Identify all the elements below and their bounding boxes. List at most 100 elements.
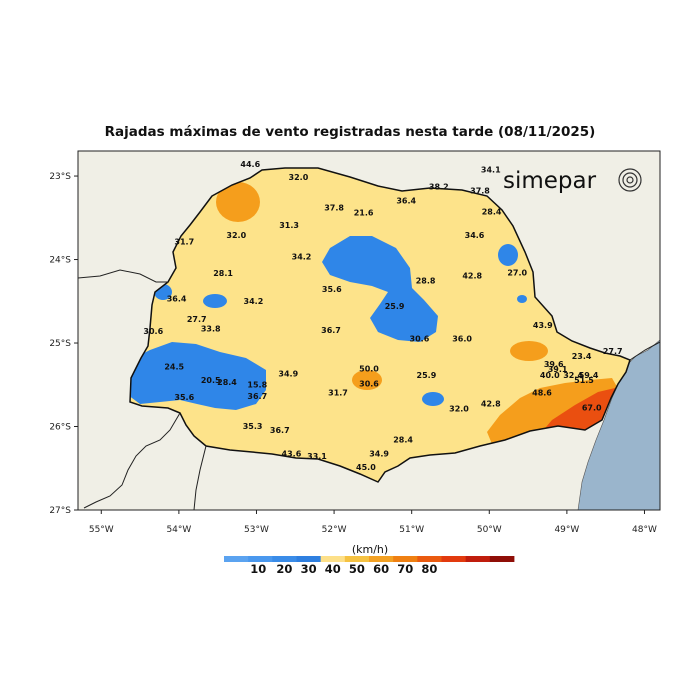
station-value-52: 35.3 [243, 422, 263, 431]
border-paraguay-north [78, 269, 168, 283]
gust-area-orange-center [352, 370, 382, 390]
station-value-4: 37.8 [470, 187, 490, 196]
legend-label-60: 60 [373, 562, 389, 576]
station-value-1: 32.0 [289, 173, 309, 182]
lon-tick-label-4: 51°W [399, 525, 424, 535]
station-value-51: 67.0 [582, 404, 602, 413]
station-value-34: 39.1 [548, 365, 568, 374]
lon-tick-label-7: 48°W [632, 525, 657, 535]
station-value-57: 33.1 [307, 452, 327, 461]
simepar-logo: simepar [503, 168, 597, 194]
map-canvas [78, 151, 660, 510]
simepar-logo-icon [618, 168, 642, 192]
gust-area-blue-south [422, 392, 444, 406]
lon-tick-label-2: 53°W [244, 525, 269, 535]
station-value-53: 36.7 [270, 426, 290, 435]
station-value-14: 28.1 [213, 269, 233, 278]
map-frame [77, 150, 661, 511]
lon-tick-label-6: 49°W [554, 525, 579, 535]
lon-tick-label-1: 54°W [166, 525, 191, 535]
station-value-42: 51.5 [574, 376, 594, 385]
legend-label-40: 40 [325, 562, 341, 576]
station-value-44: 15.8 [247, 380, 267, 389]
station-value-37: 32.4 [563, 371, 583, 380]
lat-tick-label-1: 24°S [49, 256, 71, 266]
station-value-11: 31.7 [174, 238, 194, 247]
station-value-48: 36.7 [247, 392, 267, 401]
station-value-29: 23.4 [572, 352, 592, 361]
station-value-10: 32.0 [226, 231, 246, 240]
station-value-28: 36.0 [452, 334, 472, 343]
station-value-13: 34.2 [292, 253, 312, 262]
station-value-35: 34.9 [278, 369, 298, 378]
station-value-47: 35.6 [174, 393, 194, 402]
station-value-24: 33.8 [201, 324, 221, 333]
station-value-16: 42.8 [462, 272, 482, 281]
station-value-27: 30.6 [410, 334, 430, 343]
station-value-22: 27.7 [187, 315, 207, 324]
legend-label-10: 10 [250, 562, 266, 576]
border-sao-paulo-coast [629, 341, 660, 361]
station-value-38: 59.4 [579, 371, 599, 380]
station-value-54: 28.4 [393, 435, 413, 444]
station-value-33: 50.0 [359, 364, 379, 373]
legend-swatch-2 [272, 556, 297, 562]
gust-area-blue-north [322, 236, 438, 342]
parana-boundary [129, 167, 631, 483]
gust-area-blue-tiny [517, 295, 527, 303]
lat-tick-label-4: 27°S [49, 506, 71, 516]
station-value-43: 30.6 [359, 379, 379, 388]
station-value-12: 34.6 [465, 231, 485, 240]
longitude-ticks: 55°W 54°W 53°W 52°W 51°W 50°W 49°W 48°W [89, 510, 657, 535]
station-value-19: 36.4 [167, 294, 187, 303]
legend-swatch-5 [344, 556, 370, 562]
lat-tick-label-3: 26°S [49, 423, 71, 433]
legend-label-50: 50 [349, 562, 365, 576]
legend-swatch-3 [296, 556, 322, 562]
legend-swatch-10 [465, 556, 491, 562]
legend-swatch-1 [248, 556, 273, 562]
station-value-46: 31.7 [328, 389, 348, 398]
gust-area-blue-west [130, 342, 266, 410]
station-value-58: 45.0 [356, 463, 376, 472]
legend-swatch-9 [441, 556, 467, 562]
station-value-17: 28.8 [416, 277, 436, 286]
station-value-56: 34.9 [369, 450, 389, 459]
lat-tick-label-0: 23°S [49, 172, 71, 182]
gust-area-orange-ponta-grossa [510, 341, 548, 361]
station-value-3: 38.2 [429, 182, 449, 191]
station-value-25: 36.7 [321, 326, 341, 335]
station-value-50: 32.0 [449, 405, 469, 414]
gust-area-orange-northwest [216, 182, 260, 222]
border-argentina [83, 412, 181, 509]
color-legend: 10 20 30 40 50 60 70 80 [224, 556, 515, 576]
station-value-18: 35.6 [322, 285, 342, 294]
legend-swatch-0 [224, 556, 249, 562]
map-title: Rajadas máximas de vento registradas nes… [104, 124, 596, 140]
station-value-2: 34.1 [481, 166, 501, 175]
station-value-41: 28.4 [217, 378, 237, 387]
station-value-8: 28.4 [482, 208, 502, 217]
legend-label-70: 70 [397, 562, 413, 576]
gust-area-blue-small-west [203, 294, 227, 308]
station-value-26: 30.6 [143, 327, 163, 336]
legend-swatch-7 [393, 556, 418, 562]
legend-label-20: 20 [276, 562, 292, 576]
station-value-5: 36.4 [396, 197, 416, 206]
station-value-40: 20.5 [201, 376, 221, 385]
station-values: 44.6 32.0 34.1 38.2 37.8 36.4 37.8 21.6 28.4 31.3… [143, 160, 622, 472]
legend-unit: (km/h) [352, 543, 388, 556]
station-value-6: 37.8 [324, 203, 344, 212]
station-value-7: 21.6 [354, 208, 374, 217]
lon-tick-label-5: 50°W [477, 525, 502, 535]
station-value-30: 27.7 [603, 347, 623, 356]
station-value-49: 42.8 [481, 400, 501, 409]
lat-tick-label-2: 25°S [49, 339, 71, 349]
station-value-36: 40.0 [540, 371, 560, 380]
station-value-0: 44.6 [240, 160, 260, 169]
lon-tick-label-3: 52°W [322, 525, 347, 535]
station-value-20: 34.2 [244, 297, 264, 306]
legend-swatch-6 [369, 556, 394, 562]
station-value-39: 25.9 [417, 371, 437, 380]
